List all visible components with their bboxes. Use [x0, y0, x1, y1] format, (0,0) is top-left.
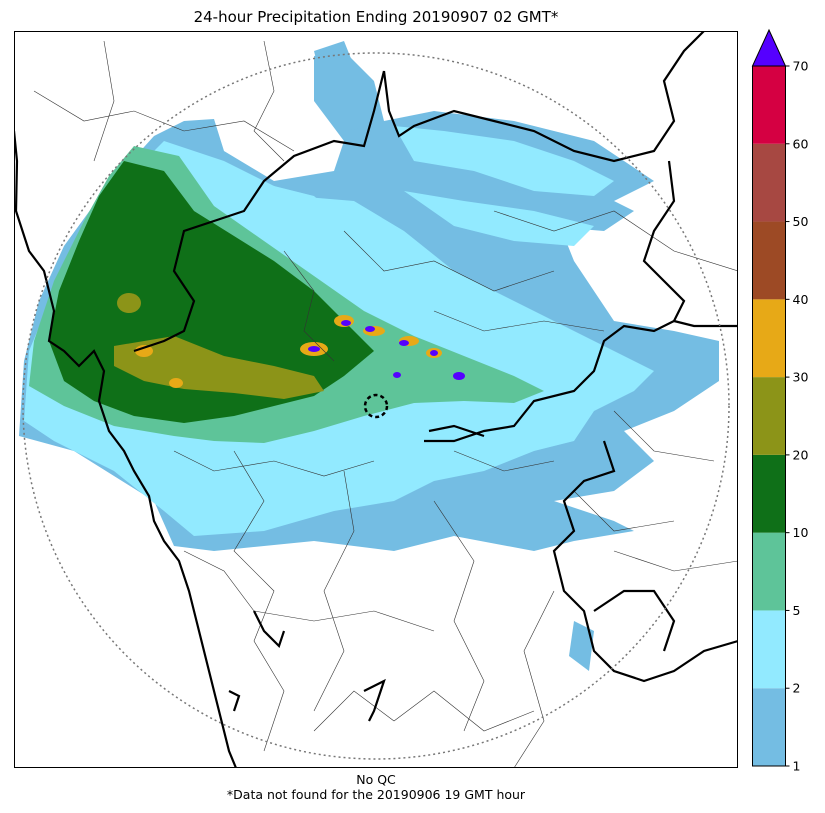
colorbar-tick-label: 40	[793, 292, 809, 307]
colorbar-band	[752, 610, 786, 689]
colorbar-extend-arrow	[751, 28, 787, 67]
colorbar-tick-label: 20	[793, 447, 809, 462]
colorbar-band	[752, 688, 786, 766]
colorbar-tick-label: 2	[793, 681, 801, 696]
colorbar-band	[752, 143, 786, 222]
district-boundaries	[33, 40, 738, 768]
colorbar-tick-label: 5	[793, 603, 801, 618]
qc-label: No QC	[356, 772, 396, 787]
data-note: *Data not found for the 20190906 19 GMT …	[226, 787, 526, 802]
footer: No QC *Data not found for the 20190906 1…	[14, 772, 738, 802]
colorbar-tick-label: 10	[793, 525, 809, 540]
colorbar-band	[752, 377, 786, 455]
state-boundaries	[14, 31, 738, 768]
radar-range-ring	[22, 52, 730, 760]
colorbar-tick-label: 70	[793, 59, 809, 74]
chart-title: 24-hour Precipitation Ending 20190907 02…	[193, 8, 559, 26]
colorbar-tick-label: 30	[793, 370, 809, 385]
colorbar-band	[752, 299, 786, 378]
colorbar-band	[752, 454, 786, 533]
colorbar-tick-label: 50	[793, 214, 809, 229]
colorbar: 1 2 5 10 20 30 40 50 60 70	[751, 28, 809, 774]
precip-zone-olive	[114, 293, 324, 399]
colorbar-tick-label: 1	[793, 759, 801, 774]
colorbar-band	[752, 221, 786, 300]
precip-zone-heavy-cells	[135, 315, 465, 388]
colorbar-band	[752, 66, 786, 144]
radar-site-marker	[363, 393, 389, 419]
colorbar-frame	[752, 65, 786, 767]
colorbar-band	[752, 532, 786, 611]
colorbar-tick-label: 60	[793, 136, 809, 151]
precipitation-map	[14, 31, 738, 768]
